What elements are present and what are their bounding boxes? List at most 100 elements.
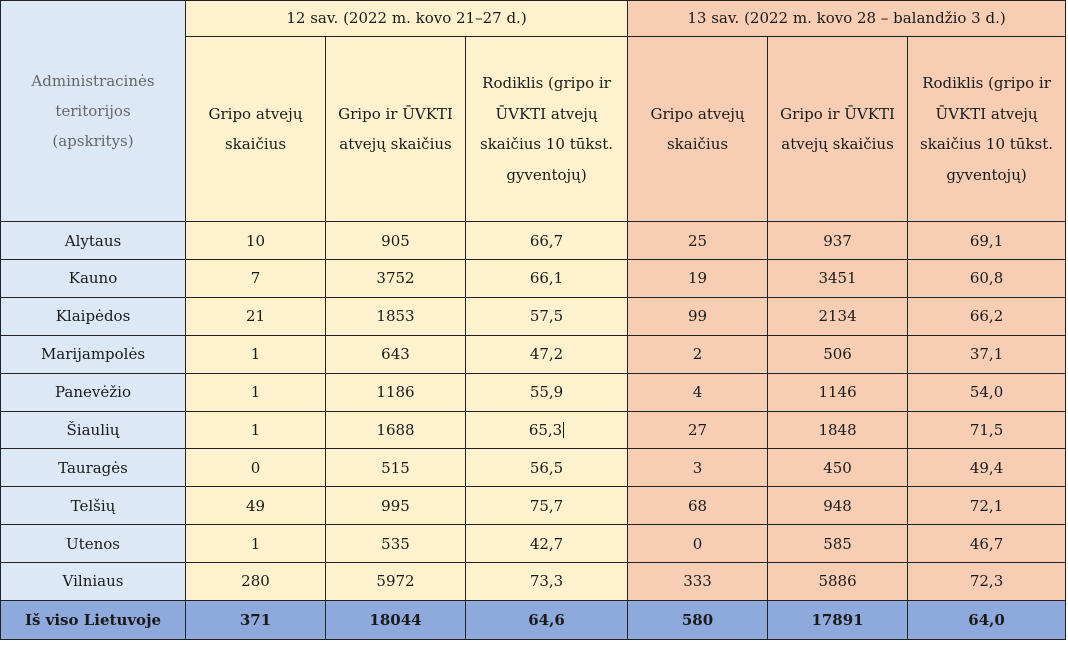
table-cell[interactable]: 995 [325, 486, 466, 526]
table-cell[interactable]: 1 [185, 524, 326, 564]
week13-rate-header[interactable]: Rodiklis (gripo ir ŪVKTI atvejų skaičius… [907, 35, 1067, 223]
table-cell[interactable]: 1688 [325, 410, 466, 450]
table-cell[interactable]: 47,2 [464, 334, 629, 374]
total-cell[interactable]: 64,0 [907, 599, 1067, 641]
week13-period-header[interactable]: 13 sav. (2022 m. kovo 28 – balandžio 3 d… [627, 0, 1067, 37]
table-cell[interactable]: 66,2 [907, 296, 1067, 336]
table-cell[interactable]: 3 [627, 448, 769, 488]
table-cell[interactable]: 280 [185, 562, 326, 601]
table-cell[interactable]: 27 [627, 410, 769, 450]
territory-cell[interactable]: Alytaus [0, 221, 186, 261]
table-cell[interactable]: 3451 [767, 259, 909, 298]
table-cell[interactable]: 25 [627, 221, 769, 261]
table-cell[interactable]: 937 [767, 221, 909, 261]
total-row: Iš viso Lietuvoje 371 18044 64,6 580 178… [0, 599, 1067, 641]
table-row: Alytaus 10 905 66,7 25 937 69,1 [0, 221, 1067, 261]
week13-flu-cases-header[interactable]: Gripo atvejų skaičius [627, 35, 769, 223]
territory-cell[interactable]: Marijampolės [0, 334, 186, 374]
territory-cell[interactable]: Tauragės [0, 448, 186, 488]
territory-cell[interactable]: Kauno [0, 259, 186, 298]
table-row: Vilniaus 280 5972 73,3 333 5886 72,3 [0, 562, 1067, 601]
table-cell-active[interactable]: 65,3 [464, 410, 629, 450]
territory-cell[interactable]: Vilniaus [0, 562, 186, 601]
table-cell[interactable]: 66,7 [464, 221, 629, 261]
total-cell[interactable]: 64,6 [464, 599, 629, 641]
table-cell[interactable]: 73,3 [464, 562, 629, 601]
table-cell[interactable]: 948 [767, 486, 909, 526]
table-cell[interactable]: 1853 [325, 296, 466, 336]
table-cell[interactable]: 535 [325, 524, 466, 564]
week13-period-label: 13 sav. (2022 m. kovo 28 – balandžio 3 d… [687, 9, 1006, 28]
col-header-rate: Rodiklis (gripo ir ŪVKTI atvejų skaičius… [920, 74, 1054, 184]
week12-period-header[interactable]: 12 sav. (2022 m. kovo 21–27 d.) [184, 0, 629, 37]
week12-flu-ari-cases-header[interactable]: Gripo ir ŪVKTI atvejų skaičius [325, 35, 466, 223]
table-cell[interactable]: 905 [325, 221, 466, 261]
table-cell[interactable]: 49 [185, 486, 326, 526]
table-cell[interactable]: 60,8 [907, 259, 1067, 298]
table-cell[interactable]: 1848 [767, 410, 909, 450]
table-cell[interactable]: 69,1 [907, 221, 1067, 261]
table-cell[interactable]: 10 [185, 221, 326, 261]
table-cell[interactable]: 21 [185, 296, 326, 336]
table-cell[interactable]: 56,5 [464, 448, 629, 488]
week12-flu-cases-header[interactable]: Gripo atvejų skaičius [185, 35, 326, 223]
total-label-cell[interactable]: Iš viso Lietuvoje [0, 599, 186, 641]
table-cell[interactable]: 1 [185, 410, 326, 450]
table-cell[interactable]: 3752 [325, 259, 466, 298]
col-header-rate: Rodiklis (gripo ir ŪVKTI atvejų skaičius… [480, 74, 613, 184]
table-cell[interactable]: 2 [627, 334, 769, 374]
col-header-flu-cases: Gripo atvejų skaičius [650, 104, 745, 154]
table-cell[interactable]: 585 [767, 524, 909, 564]
territory-cell[interactable]: Utenos [0, 524, 186, 564]
table-cell[interactable]: 72,3 [907, 562, 1067, 601]
table-cell[interactable]: 1 [185, 334, 326, 374]
table-cell[interactable]: 68 [627, 486, 769, 526]
table-cell[interactable]: 2134 [767, 296, 909, 336]
table-cell[interactable]: 66,1 [464, 259, 629, 298]
table-row: Kauno 7 3752 66,1 19 3451 60,8 [0, 259, 1067, 298]
table-cell[interactable]: 75,7 [464, 486, 629, 526]
table-cell[interactable]: 72,1 [907, 486, 1067, 526]
week12-rate-header[interactable]: Rodiklis (gripo ir ŪVKTI atvejų skaičius… [464, 35, 629, 223]
territory-cell[interactable]: Panevėžio [0, 372, 186, 412]
table-cell[interactable]: 643 [325, 334, 466, 374]
table-cell[interactable]: 7 [185, 259, 326, 298]
table-cell[interactable]: 4 [627, 372, 769, 412]
table-cell[interactable]: 55,9 [464, 372, 629, 412]
col-header-flu-ari-cases: Gripo ir ŪVKTI atvejų skaičius [338, 104, 453, 154]
table-cell[interactable]: 49,4 [907, 448, 1067, 488]
table-cell[interactable]: 99 [627, 296, 769, 336]
cell-value: 65,3 [528, 420, 563, 439]
total-cell[interactable]: 580 [627, 599, 769, 641]
table-cell[interactable]: 515 [325, 448, 466, 488]
total-cell[interactable]: 371 [185, 599, 326, 641]
table-row: Šiaulių 1 1688 65,3 27 1848 71,5 [0, 410, 1067, 450]
table-cell[interactable]: 0 [185, 448, 326, 488]
table-cell[interactable]: 0 [627, 524, 769, 564]
table-cell[interactable]: 506 [767, 334, 909, 374]
table-cell[interactable]: 37,1 [907, 334, 1067, 374]
territory-cell[interactable]: Telšių [0, 486, 186, 526]
territory-cell[interactable]: Šiaulių [0, 410, 186, 450]
territory-header-cell[interactable]: Administracinės teritorijos (apskritys) [0, 0, 186, 223]
table-cell[interactable]: 5886 [767, 562, 909, 601]
table-row: Utenos 1 535 42,7 0 585 46,7 [0, 524, 1067, 564]
total-cell[interactable]: 17891 [767, 599, 909, 641]
week13-flu-ari-cases-header[interactable]: Gripo ir ŪVKTI atvejų skaičius [767, 35, 909, 223]
territory-cell[interactable]: Klaipėdos [0, 296, 186, 336]
table-cell[interactable]: 333 [627, 562, 769, 601]
table-cell[interactable]: 54,0 [907, 372, 1067, 412]
territory-header-label: Administracinės teritorijos (apskritys) [31, 72, 155, 151]
table-cell[interactable]: 19 [627, 259, 769, 298]
table-cell[interactable]: 450 [767, 448, 909, 488]
table-cell[interactable]: 46,7 [907, 524, 1067, 564]
total-cell[interactable]: 18044 [325, 599, 466, 641]
table-cell[interactable]: 1146 [767, 372, 909, 412]
table-cell[interactable]: 1 [185, 372, 326, 412]
table-cell[interactable]: 42,7 [464, 524, 629, 564]
table-cell[interactable]: 5972 [325, 562, 466, 601]
table-cell[interactable]: 57,5 [464, 296, 629, 336]
table-cell[interactable]: 71,5 [907, 410, 1067, 450]
table-cell[interactable]: 1186 [325, 372, 466, 412]
